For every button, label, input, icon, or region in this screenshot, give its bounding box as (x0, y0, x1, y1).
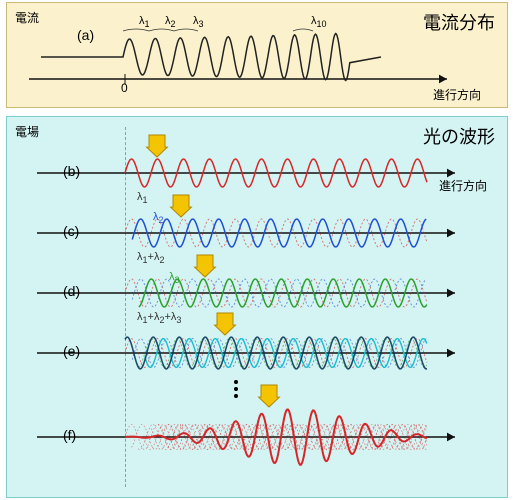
lambda-label: λ2 (153, 211, 164, 225)
lambda-label: λ1 (137, 191, 148, 205)
lambda-label: λ1 (139, 15, 150, 29)
row-label: (f) (63, 427, 76, 443)
xlabel-top: 進行方向 (433, 86, 481, 103)
figure-root: 電流分布 電流 (a) 0 進行方向 λ1λ2λ3λ10 光の波形 電場 進行方… (0, 0, 514, 500)
ellipsis-icon (234, 380, 238, 398)
lambda-label: λ2 (165, 15, 176, 29)
wave-plot-bot (7, 117, 507, 497)
lambda-label: λ1+λ2 (137, 251, 164, 265)
panel-light-waveform: 光の波形 電場 進行方向 (b)λ1(c)λ2λ1+λ2(d)λ3λ1+λ2+λ… (6, 116, 508, 498)
lambda-label: λ1+λ2+λ3 (137, 311, 181, 325)
panel-current-distribution: 電流分布 電流 (a) 0 進行方向 λ1λ2λ3λ10 (6, 2, 508, 108)
lambda-label: λ3 (193, 15, 204, 29)
row-label: (c) (63, 223, 79, 239)
row-label: (b) (63, 163, 80, 179)
origin-label: 0 (121, 81, 128, 95)
lambda-label: λ3 (169, 271, 180, 285)
row-label: (e) (63, 343, 80, 359)
row-label: (d) (63, 283, 80, 299)
lambda-label: λ10 (311, 15, 327, 29)
